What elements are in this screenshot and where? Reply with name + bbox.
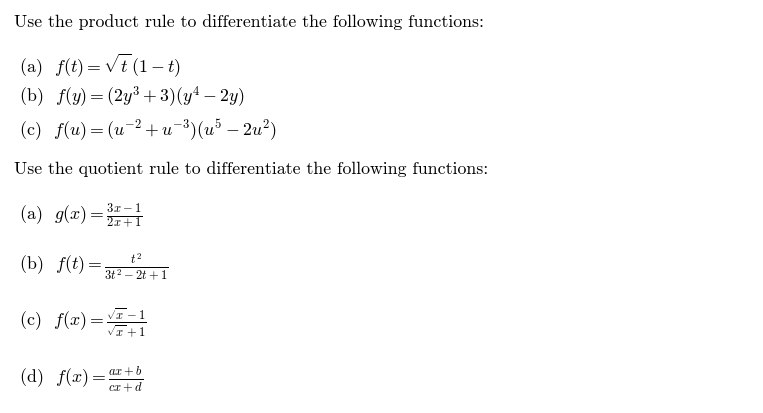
Text: (c)  $f(x) = \frac{\sqrt{x}-1}{\sqrt{x}+1}$: (c) $f(x) = \frac{\sqrt{x}-1}{\sqrt{x}+1… (14, 306, 146, 339)
Text: (b)  $f(y) = (2y^3 + 3)(y^4 - 2y)$: (b) $f(y) = (2y^3 + 3)(y^4 - 2y)$ (14, 85, 244, 110)
Text: (a)  $f(t) = \sqrt{t}\,(1 - t)$: (a) $f(t) = \sqrt{t}\,(1 - t)$ (14, 52, 181, 79)
Text: Use the quotient rule to differentiate the following functions:: Use the quotient rule to differentiate t… (14, 161, 488, 177)
Text: (a)  $g(x) = \frac{3x-1}{2x+1}$: (a) $g(x) = \frac{3x-1}{2x+1}$ (14, 202, 142, 230)
Text: (d)  $f(x) = \frac{ax+b}{cx+d}$: (d) $f(x) = \frac{ax+b}{cx+d}$ (14, 364, 143, 394)
Text: (b)  $f(t) = \frac{t^2}{3t^2-2t+1}$: (b) $f(t) = \frac{t^2}{3t^2-2t+1}$ (14, 252, 169, 283)
Text: (c)  $f(u) = (u^{-2} + u^{-3})(u^5 - 2u^2)$: (c) $f(u) = (u^{-2} + u^{-3})(u^5 - 2u^2… (14, 118, 277, 143)
Text: Use the product rule to differentiate the following functions:: Use the product rule to differentiate th… (14, 14, 484, 30)
